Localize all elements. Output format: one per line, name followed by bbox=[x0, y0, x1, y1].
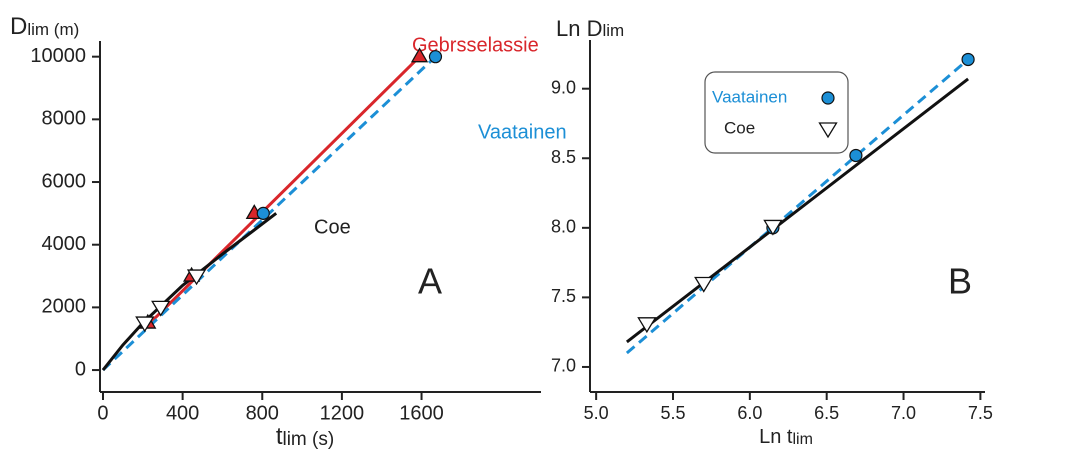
series-label: Gebrsselassie bbox=[412, 34, 539, 56]
y-tick-label: 6000 bbox=[42, 170, 87, 192]
label-sub: lim (m) bbox=[27, 20, 79, 39]
fit-line bbox=[625, 77, 970, 344]
label-sub: lim (s) bbox=[282, 429, 334, 450]
y-tick-label: 10000 bbox=[30, 45, 86, 67]
x-tick-label: 1600 bbox=[399, 402, 444, 424]
y-tick-label: 8000 bbox=[42, 108, 87, 130]
panel-letter: B bbox=[948, 261, 972, 302]
x-tick-label: 7.0 bbox=[891, 403, 916, 423]
y-axis-label: Ln Dlim bbox=[556, 16, 624, 41]
legend-label: Vaatainen bbox=[712, 87, 787, 106]
fit-line bbox=[625, 58, 970, 355]
point bbox=[763, 219, 783, 236]
y-tick-label: 0 bbox=[75, 358, 86, 380]
point bbox=[151, 300, 171, 317]
y-tick-label: 7.0 bbox=[551, 356, 576, 376]
x-tick-label: 7.5 bbox=[968, 403, 993, 423]
label-sub: lim bbox=[792, 431, 812, 448]
x-axis-label: Ln tlim bbox=[759, 426, 813, 448]
label-sub: lim bbox=[602, 21, 624, 40]
point bbox=[428, 50, 443, 64]
y-tick-label: 2000 bbox=[42, 296, 87, 318]
y-axis-label: Dlim (m) bbox=[10, 13, 79, 40]
legend-label: Coe bbox=[724, 118, 755, 137]
x-tick-label: 5.5 bbox=[660, 403, 685, 423]
point bbox=[961, 52, 975, 67]
point bbox=[256, 206, 270, 220]
point bbox=[186, 269, 207, 286]
series-label: Coe bbox=[314, 216, 351, 238]
x-axis-label: tlim (s) bbox=[276, 423, 334, 450]
label-main: D bbox=[10, 13, 27, 40]
x-tick-label: 6.5 bbox=[814, 403, 839, 423]
point bbox=[637, 317, 657, 334]
series-label: Vaatainen bbox=[478, 121, 567, 143]
y-tick-label: 4000 bbox=[42, 233, 87, 255]
x-tick-label: 0 bbox=[97, 402, 108, 424]
x-tick-label: 6.0 bbox=[737, 403, 762, 423]
panel-letter: A bbox=[418, 261, 442, 302]
legend-marker bbox=[818, 122, 838, 139]
legend-marker bbox=[821, 91, 835, 105]
x-tick-label: 5.0 bbox=[584, 403, 609, 423]
x-tick-label: 800 bbox=[246, 402, 279, 424]
fit-line bbox=[145, 55, 421, 328]
label-main: Ln D bbox=[556, 16, 602, 41]
y-tick-label: 7.5 bbox=[551, 286, 576, 306]
label-main: t bbox=[276, 423, 283, 450]
point bbox=[849, 148, 863, 163]
legend-box bbox=[704, 71, 849, 154]
y-tick-label: 9.0 bbox=[551, 77, 576, 97]
label-main: Ln t bbox=[759, 426, 793, 448]
point bbox=[410, 47, 429, 63]
y-tick-label: 8.5 bbox=[551, 147, 576, 167]
y-tick-label: 8.0 bbox=[551, 217, 576, 237]
x-tick-label: 1200 bbox=[320, 402, 365, 424]
x-tick-label: 400 bbox=[166, 402, 199, 424]
point bbox=[135, 316, 155, 333]
point bbox=[694, 276, 714, 293]
